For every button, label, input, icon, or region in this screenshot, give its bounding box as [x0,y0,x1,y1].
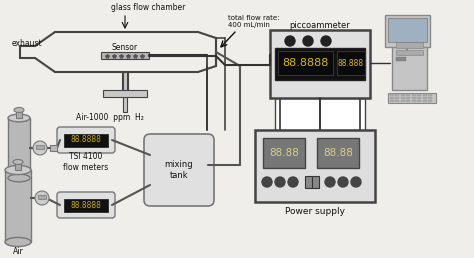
Bar [275,98,365,130]
Bar [418,94,421,96]
Bar [263,138,305,168]
Bar [64,199,108,212]
Text: Power supply: Power supply [285,207,345,216]
Text: TSI 4100
flow meters: TSI 4100 flow meters [64,152,109,172]
Bar [423,100,427,102]
Circle shape [33,141,47,155]
Bar [418,97,421,99]
Bar [392,25,427,90]
Circle shape [416,30,422,36]
Text: Sensor: Sensor [112,44,138,52]
Bar [412,97,416,99]
Bar [64,134,108,147]
Bar [275,48,365,80]
Circle shape [35,191,49,205]
Bar [418,100,421,102]
Circle shape [262,177,272,187]
Bar [8,118,30,178]
Text: 88.8888: 88.8888 [282,58,328,68]
Bar [401,100,405,102]
Ellipse shape [14,108,24,112]
Bar [123,72,127,112]
Text: total flow rate:
400 mL/min: total flow rate: 400 mL/min [228,15,280,28]
Bar [412,94,416,96]
Text: mixing
tank: mixing tank [164,160,193,180]
Text: 88.8888: 88.8888 [71,200,101,209]
Bar [390,97,394,99]
Text: 88.8888: 88.8888 [71,135,101,144]
Bar [270,30,370,98]
Ellipse shape [5,165,31,175]
Circle shape [351,177,361,187]
Bar [317,138,359,168]
Text: Air-1000  ppm  H₂: Air-1000 ppm H₂ [76,114,144,123]
Bar [278,51,333,75]
Circle shape [285,36,295,46]
Bar [305,176,319,188]
Bar [390,100,394,102]
Bar [16,110,22,118]
FancyBboxPatch shape [57,192,115,218]
Bar [395,94,400,96]
Ellipse shape [13,159,23,165]
Bar [395,97,400,99]
Bar [38,195,46,199]
Bar [396,40,423,48]
Bar [407,94,410,96]
Text: exhaust: exhaust [12,39,43,49]
Bar [388,18,427,42]
Ellipse shape [8,114,30,122]
Bar [428,97,432,99]
Bar [50,145,57,151]
Bar [255,130,375,202]
Bar [407,100,410,102]
Bar [396,57,406,61]
Text: piccoammeter: piccoammeter [290,20,350,29]
Circle shape [321,36,331,46]
Bar [407,97,410,99]
Circle shape [275,177,285,187]
Circle shape [325,177,335,187]
Circle shape [303,36,313,46]
Ellipse shape [5,237,31,247]
Bar [5,170,31,242]
Bar [101,52,149,59]
Bar [390,94,394,96]
Text: 88.888: 88.888 [338,59,364,68]
Bar [385,15,430,47]
Bar [36,145,44,149]
Bar [396,50,423,55]
Circle shape [288,177,298,187]
FancyBboxPatch shape [144,134,214,206]
Bar [15,162,21,170]
Bar [395,100,400,102]
Bar [412,100,416,102]
Bar [401,97,405,99]
Bar [337,51,365,75]
Text: glass flow chamber: glass flow chamber [111,4,185,12]
Bar [423,97,427,99]
Bar [401,94,405,96]
Bar [103,90,147,97]
FancyBboxPatch shape [57,127,115,153]
Ellipse shape [8,174,30,182]
Bar [122,72,128,94]
Bar [428,100,432,102]
Bar [388,93,436,103]
Bar [428,94,432,96]
Text: Air: Air [13,247,23,256]
Text: 88.88: 88.88 [269,148,299,158]
Circle shape [338,177,348,187]
Bar [423,94,427,96]
Text: 88.88: 88.88 [323,148,353,158]
